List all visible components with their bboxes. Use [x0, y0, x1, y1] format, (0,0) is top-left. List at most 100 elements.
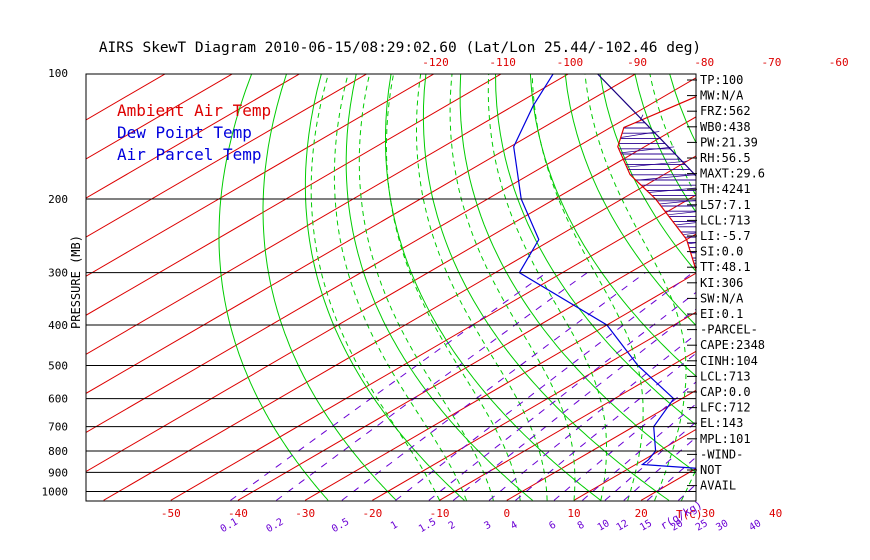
- legend-ambient: Ambient Air Temp: [117, 101, 271, 120]
- moist-adiabat: [584, 74, 687, 501]
- mixing-ratio-tick-label: 3: [483, 520, 494, 533]
- isotherm: [103, 155, 696, 501]
- index-entry: -WIND-: [700, 447, 743, 461]
- mixing-ratio-line: [230, 272, 547, 501]
- index-entry: MW:N/A: [700, 89, 744, 103]
- top-temp-tick-label: -70: [762, 56, 782, 69]
- isotherm: [86, 77, 696, 434]
- mixing-ratio-tick-label: 12: [615, 518, 631, 534]
- mixing-ratio-line: [341, 272, 646, 501]
- index-entry: SI:0.0: [700, 245, 743, 259]
- pressure-tick-label: 400: [48, 319, 68, 332]
- index-entry: NOT: [700, 463, 722, 477]
- cape-hatch-line: [755, 406, 772, 412]
- isotherm: [237, 233, 696, 501]
- mixing-ratio-line: [623, 436, 696, 501]
- cape-hatch-line: [758, 410, 773, 416]
- mixing-ratio-tick-label: 1: [389, 520, 400, 533]
- pressure-tick-label: 1000: [42, 486, 69, 499]
- dry-adiabat: [564, 74, 696, 327]
- index-entry: LFC:712: [700, 401, 751, 415]
- isobars: 100 200 300 400 500 600 700 800 900 1000: [42, 67, 696, 499]
- top-temp-tick-label: -110: [489, 56, 516, 69]
- bottom-temp-tick-label: -20: [362, 507, 382, 520]
- dry-adiabat: [599, 74, 696, 273]
- cape-hatch-line: [822, 461, 862, 467]
- cape-hatch-line: [767, 420, 778, 426]
- plot-frame: [85, 73, 697, 502]
- index-entry: SW:N/A: [700, 291, 744, 305]
- top-temp-tick-label: -120: [422, 56, 449, 69]
- pressure-tick-label: 100: [48, 67, 68, 80]
- dry-adiabat: [345, 74, 533, 501]
- index-entry: L57:7.1: [700, 198, 751, 212]
- axis-labels: -120-110-100-90-80-70-60-50-40-50-40-30-…: [161, 56, 849, 536]
- cape-hatch-line: [620, 131, 660, 138]
- mixing-ratio-line: [428, 291, 696, 501]
- mixing-ratio-tick-label: 0.5: [330, 517, 351, 536]
- moist-adiabat: [358, 74, 494, 501]
- bottom-temp-tick-label: 10: [567, 507, 580, 520]
- top-temp-tick-label: -90: [627, 56, 647, 69]
- isotherm: [86, 74, 301, 199]
- index-entry: EL:143: [700, 416, 743, 430]
- pressure-tick-label: 800: [48, 445, 68, 458]
- cape-hatch-line: [805, 458, 852, 464]
- bottom-temp-tick-label: 0: [503, 507, 510, 520]
- bottom-temp-tick-label: -30: [295, 507, 315, 520]
- index-entry: CAP:0.0: [700, 385, 751, 399]
- dry-adiabat: [218, 74, 329, 501]
- isotherm: [86, 74, 234, 160]
- isotherm: [170, 194, 696, 501]
- cape-hatch-line: [801, 447, 812, 453]
- dry-adiabat: [809, 73, 870, 500]
- top-temp-tick-label: -80: [694, 56, 714, 69]
- cape-hatch-line: [799, 444, 802, 450]
- cape-hatch-line: [648, 187, 696, 193]
- isotherm: [86, 74, 570, 355]
- moist-adiabat: [487, 74, 607, 501]
- dry-adiabat: [304, 74, 465, 501]
- cape-hatch-line: [775, 426, 784, 432]
- cape-hatch-line: [659, 200, 696, 205]
- mixing-ratio-tick-label: 8: [576, 520, 587, 533]
- cape-hatch-line: [748, 399, 768, 405]
- dry-adiabat: [262, 74, 397, 501]
- isotherm: [86, 74, 368, 238]
- moist-adiabat: [789, 73, 870, 500]
- isotherm: [439, 350, 696, 501]
- mixing-ratio-line: [515, 352, 696, 501]
- moist-adiabat: [385, 74, 521, 501]
- index-entry: LCL:713: [700, 369, 751, 383]
- moist-adiabat: [531, 74, 644, 501]
- cape-hatch-line: [764, 417, 777, 423]
- moist-adiabat: [310, 74, 441, 501]
- mixing-ratio-tick-label: 0.2: [265, 517, 286, 536]
- index-entry: -PARCEL-: [700, 323, 758, 337]
- index-entry: TH:4241: [700, 182, 751, 196]
- isotherm: [372, 311, 696, 501]
- bottom-temp-tick-label: 40: [769, 507, 782, 520]
- bottom-temp-tick-label: -10: [430, 507, 450, 520]
- isotherm: [776, 73, 870, 500]
- cape-hatch-line: [792, 439, 797, 445]
- index-entry: LCL:713: [700, 213, 751, 227]
- mixing-ratio-line: [488, 333, 696, 501]
- cape-hatch-line: [802, 450, 822, 456]
- cape-hatch-line: [803, 453, 832, 459]
- index-entry: TT:48.1: [700, 260, 751, 274]
- mixing-ratio-tick-label: 2: [447, 520, 458, 533]
- index-entry: PW:21.39: [700, 135, 758, 149]
- legend-parcel: Air Parcel Temp: [117, 145, 262, 164]
- mixing-ratio-tick-label: 15: [638, 518, 654, 534]
- index-entry: CINH:104: [700, 354, 758, 368]
- legend: Ambient Air Temp Dew Point Temp Air Parc…: [117, 101, 271, 164]
- cape-hatching: [618, 114, 862, 467]
- index-entry: WB0:438: [700, 120, 751, 134]
- top-temp-tick-label: -60: [829, 56, 849, 69]
- pressure-tick-label: 200: [48, 193, 68, 206]
- pressure-tick-label: 900: [48, 466, 68, 479]
- grid-layer: [86, 73, 870, 501]
- index-entry: AVAIL: [700, 479, 736, 493]
